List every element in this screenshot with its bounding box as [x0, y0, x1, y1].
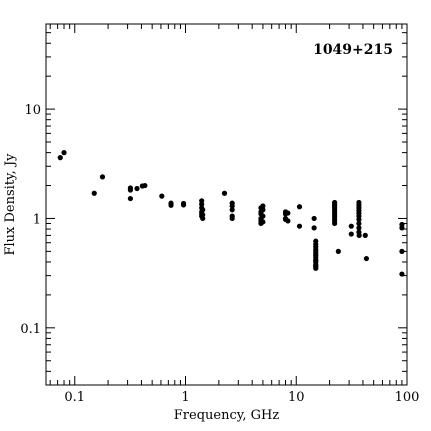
data-point: [311, 225, 317, 231]
data-point: [134, 185, 140, 192]
data-point: [285, 210, 291, 216]
data-point: [142, 182, 148, 189]
data-point: [399, 248, 405, 254]
data-point: [399, 225, 405, 231]
data-point: [57, 155, 63, 161]
axis-tick-labels: 0.1 1 10 100 0.1 1 10: [20, 103, 419, 405]
axis-ticks: [46, 23, 408, 386]
data-point: [180, 202, 187, 208]
data-point: [229, 215, 235, 222]
data-point: [311, 215, 317, 222]
data-point: [348, 223, 354, 229]
y-tick-label: 10: [24, 103, 41, 118]
data-point: [229, 203, 235, 209]
data-point: [260, 207, 266, 213]
data-point: [362, 232, 368, 238]
data-point: [313, 265, 319, 271]
x-tick-label: 10: [288, 390, 305, 405]
data-point: [356, 216, 362, 223]
data-point: [99, 174, 106, 180]
data-point: [296, 223, 303, 229]
data-point: [159, 193, 165, 199]
data-point: [221, 190, 228, 196]
data-point: [61, 150, 67, 156]
data-point: [356, 220, 362, 227]
data-point: [199, 201, 205, 207]
data-point: [260, 203, 266, 209]
data-point: [260, 219, 266, 225]
data-point: [356, 225, 362, 231]
plot-frame: [45, 23, 408, 386]
data-point: [399, 271, 405, 277]
data-point: [332, 220, 338, 227]
data-point: [91, 190, 97, 196]
y-tick-label: 1: [33, 212, 41, 227]
data-point: [285, 218, 291, 224]
data-point: [260, 213, 266, 219]
y-tick-label: 0.1: [20, 322, 41, 337]
data-points: [57, 150, 405, 277]
data-point: [348, 231, 354, 237]
data-point: [229, 207, 235, 213]
data-point: [168, 202, 174, 208]
x-tick-label: 0.1: [64, 390, 85, 405]
data-point: [296, 204, 303, 210]
data-point: [200, 207, 206, 213]
data-point: [356, 232, 362, 238]
chart-title: 1049+215: [313, 42, 393, 58]
y-axis-title: Flux Density, Jy: [3, 153, 18, 256]
x-tick-label: 1: [181, 390, 189, 405]
x-tick-label: 100: [395, 390, 420, 405]
data-point: [363, 255, 370, 262]
data-point: [127, 195, 133, 202]
data-point: [335, 248, 341, 254]
x-axis-title: Frequency, GHz: [174, 408, 280, 423]
data-point: [127, 187, 133, 193]
data-point: [200, 212, 206, 218]
data-point: [200, 215, 206, 222]
